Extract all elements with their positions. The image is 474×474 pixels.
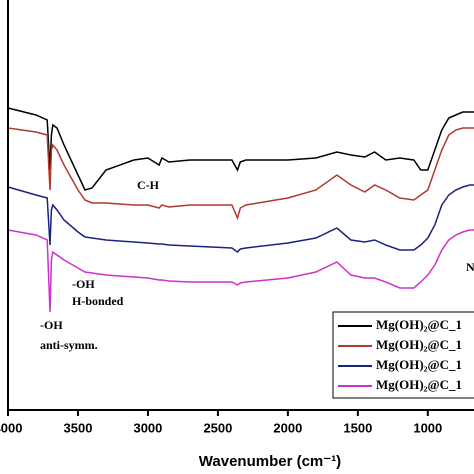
x-tick-label: 2500 bbox=[203, 420, 232, 435]
annotation: N bbox=[466, 260, 474, 274]
series-line bbox=[7, 229, 474, 313]
x-tick-label: 3500 bbox=[64, 420, 93, 435]
x-tick-label: 3000 bbox=[133, 420, 162, 435]
series-line bbox=[7, 127, 474, 221]
legend-label: Mg(OH)₂@C_1 bbox=[376, 377, 462, 392]
x-tick-label: 1000 bbox=[413, 420, 442, 435]
x-tick-label: 4000 bbox=[0, 420, 22, 435]
annotation: anti-symm. bbox=[40, 338, 98, 352]
series-line bbox=[7, 184, 474, 253]
x-tick-label: 2000 bbox=[273, 420, 302, 435]
legend-label: Mg(OH)₂@C_1 bbox=[376, 337, 462, 352]
annotation: -OH bbox=[72, 277, 95, 291]
legend-label: Mg(OH)₂@C_1 bbox=[376, 357, 462, 372]
annotation: C-H bbox=[137, 178, 160, 192]
x-axis-label: Wavenumber (cm⁻¹) bbox=[199, 453, 341, 470]
annotation: H-bonded bbox=[72, 294, 124, 308]
annotation: -OH bbox=[40, 318, 63, 332]
series-line bbox=[7, 107, 474, 191]
x-tick-label: 1500 bbox=[343, 420, 372, 435]
legend-label: Mg(OH)₂@C_1 bbox=[376, 317, 462, 332]
